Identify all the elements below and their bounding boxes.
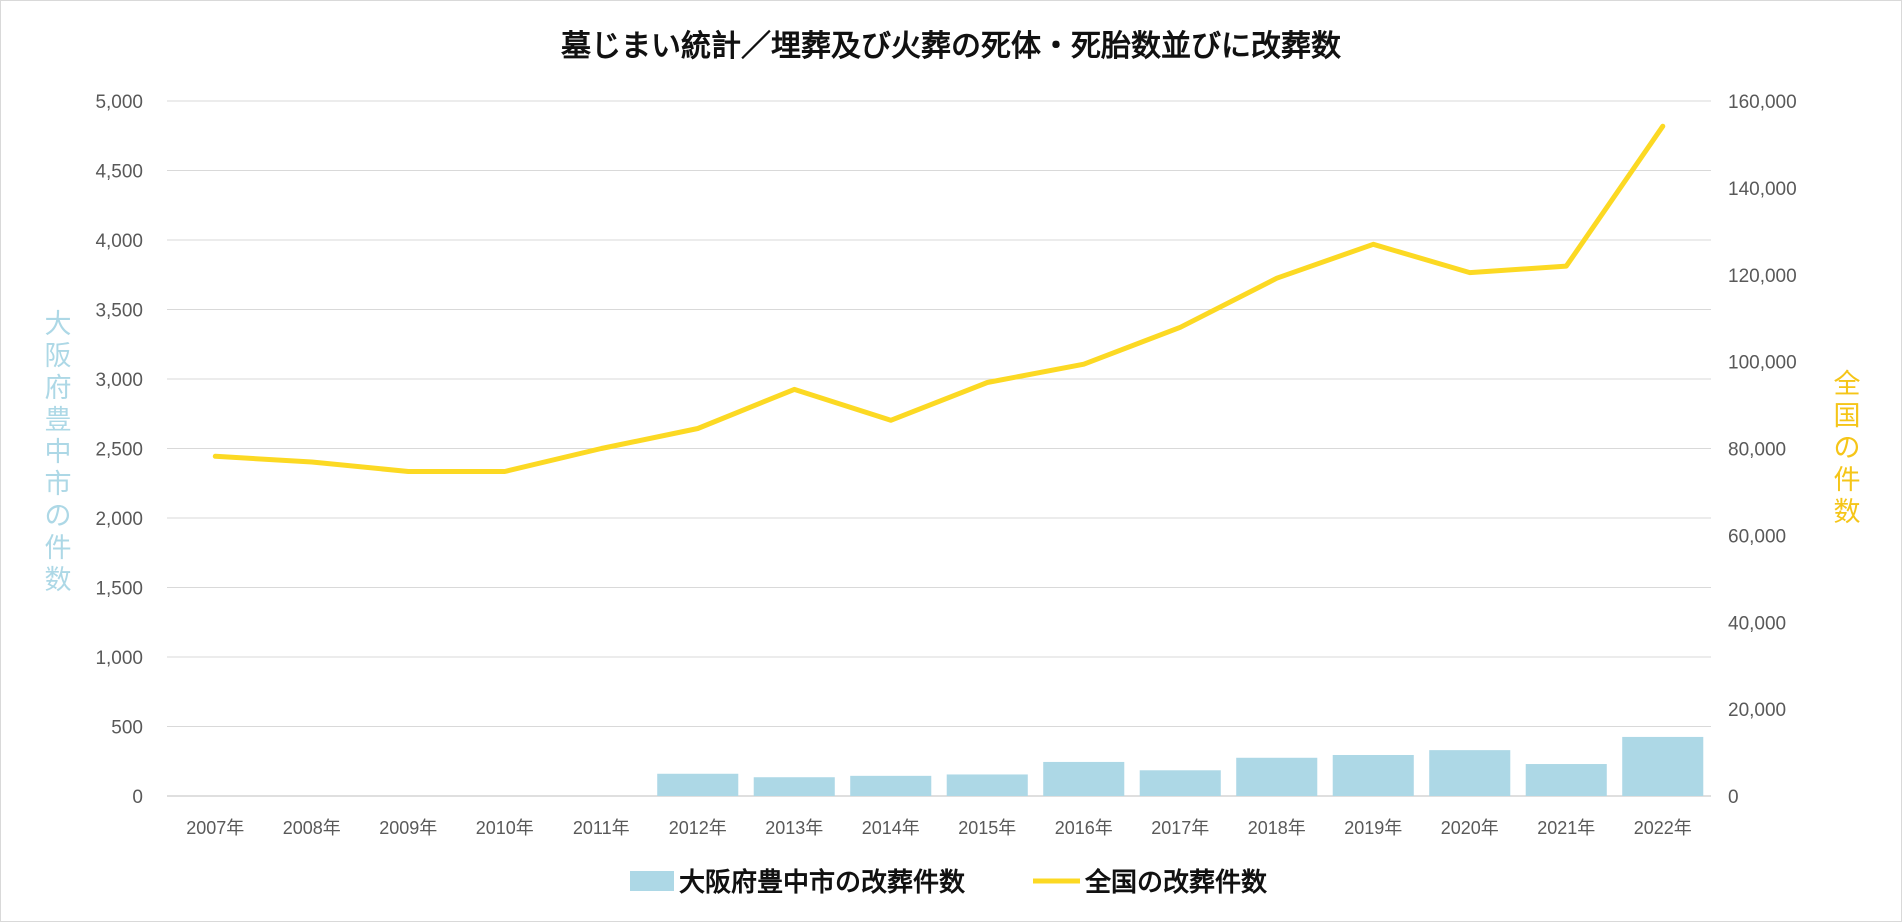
right-tick-label: 140,000 <box>1728 179 1797 200</box>
bar <box>1139 770 1221 796</box>
left-tick-label: 500 <box>111 718 143 739</box>
x-axis-ticks: 2007年 2008年 2009年 2010年 2011年 2012年 2013年 2014年… <box>186 818 1692 838</box>
right-tick-label: 100,000 <box>1728 353 1797 374</box>
legend-label-bar: 大阪府豊中市の改葬件数 <box>679 867 966 898</box>
bar <box>1429 750 1511 796</box>
ylabel-left-text: 大阪府豊中市の件数 <box>45 309 72 596</box>
left-tick-label: 4,000 <box>95 231 143 252</box>
right-tick-label: 60,000 <box>1728 526 1786 547</box>
legend: 大阪府豊中市の改葬件数 全国の改葬件数 <box>630 867 1268 898</box>
x-tick-label: 2014年 <box>862 818 920 838</box>
bar <box>1332 754 1414 796</box>
bar <box>1622 736 1704 796</box>
right-axis-label: 全国の件数 <box>1834 369 1861 528</box>
right-axis-ticks: 0 20,000 40,000 60,000 80,000 100,000 120,000 1… <box>1728 92 1797 808</box>
x-tick-label: 2012年 <box>669 818 727 838</box>
bar <box>1043 761 1125 796</box>
x-tick-label: 2013年 <box>765 818 823 838</box>
x-tick-label: 2022年 <box>1634 818 1692 838</box>
x-tick-label: 2011年 <box>573 818 630 838</box>
bar <box>946 774 1028 796</box>
x-tick-label: 2009年 <box>379 818 437 838</box>
left-tick-label: 0 <box>132 787 143 808</box>
right-tick-label: 40,000 <box>1728 613 1786 634</box>
x-tick-label: 2018年 <box>1248 818 1306 838</box>
legend-swatch-bar <box>630 871 674 891</box>
line-series <box>212 123 1666 474</box>
bar-series <box>657 736 1704 796</box>
right-tick-label: 20,000 <box>1728 700 1786 721</box>
left-tick-label: 1,000 <box>95 648 143 669</box>
right-tick-label: 120,000 <box>1728 266 1797 287</box>
left-tick-label: 2,000 <box>95 509 143 530</box>
x-tick-label: 2021年 <box>1537 818 1595 838</box>
x-tick-label: 2015年 <box>958 818 1016 838</box>
chart-title: 墓じまい統計／埋葬及び火葬の死体・死胎数並びに改葬数 <box>560 29 1342 64</box>
left-tick-label: 2,500 <box>95 440 143 461</box>
x-tick-label: 2007年 <box>186 818 244 838</box>
left-tick-label: 1,500 <box>95 579 143 600</box>
left-tick-label: 5,000 <box>95 92 143 113</box>
right-tick-label: 160,000 <box>1728 92 1797 113</box>
left-tick-label: 3,000 <box>95 370 143 391</box>
bar <box>1236 757 1318 796</box>
left-axis-label: 大阪府豊中市の件数 <box>45 309 72 596</box>
bar <box>657 773 739 796</box>
left-tick-label: 4,500 <box>95 162 143 183</box>
x-tick-label: 2010年 <box>476 818 534 838</box>
left-tick-label: 3,500 <box>95 301 143 322</box>
bar <box>753 777 835 796</box>
left-axis-ticks: 0 500 1,000 1,500 2,000 2,500 3,000 3,500 4,000 4… <box>95 92 143 808</box>
right-tick-label: 0 <box>1728 787 1739 808</box>
bar <box>1525 764 1607 796</box>
x-tick-label: 2017年 <box>1151 818 1209 838</box>
x-tick-label: 2016年 <box>1055 818 1113 838</box>
bar <box>850 775 932 796</box>
ylabel-right-text: 全国の件数 <box>1834 369 1861 528</box>
x-tick-label: 2008年 <box>283 818 341 838</box>
x-tick-label: 2019年 <box>1344 818 1402 838</box>
legend-label-line: 全国の改葬件数 <box>1084 867 1268 898</box>
line-series-path <box>212 123 1666 474</box>
x-tick-label: 2020年 <box>1441 818 1499 838</box>
right-tick-label: 80,000 <box>1728 440 1786 461</box>
